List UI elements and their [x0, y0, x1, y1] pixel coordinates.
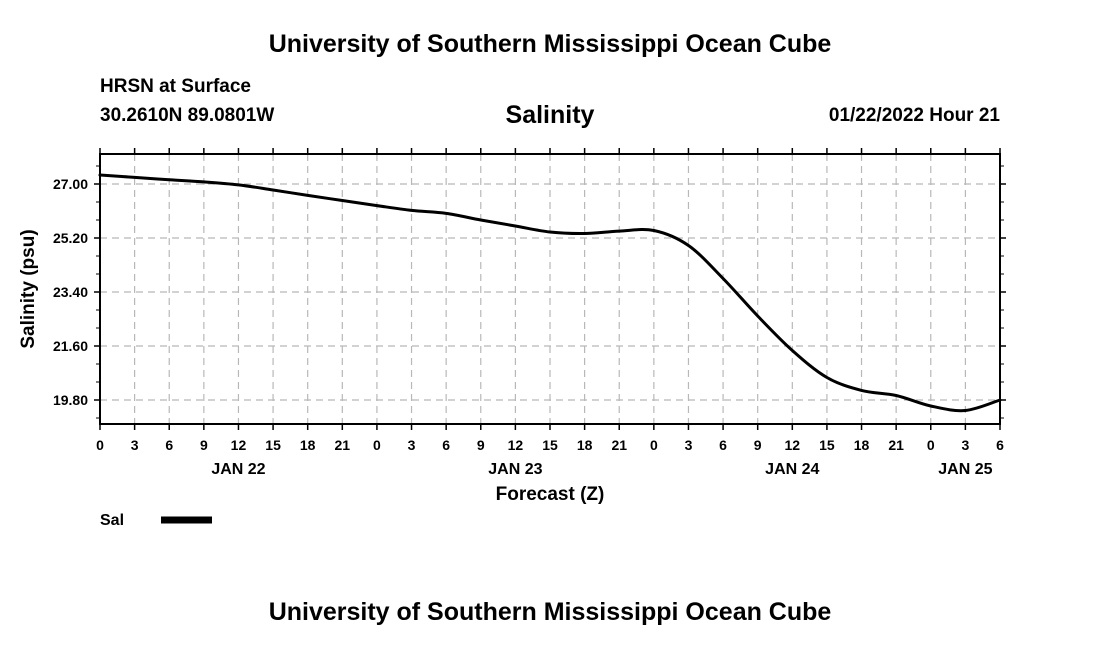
x-tick-label: 3	[408, 437, 416, 453]
x-tick-label: 3	[685, 437, 693, 453]
x-tick-label: 12	[508, 437, 524, 453]
x-tick-label: 12	[231, 437, 247, 453]
x-tick-label: 6	[996, 437, 1004, 453]
x-tick-label: 15	[819, 437, 835, 453]
x-tick-label: 12	[785, 437, 801, 453]
x-axis-label: Forecast (Z)	[496, 484, 605, 505]
footer-title: University of Southern Mississippi Ocean…	[268, 598, 832, 626]
x-tick-label: 18	[577, 437, 593, 453]
grid-layer	[100, 154, 1000, 424]
x-tick-label: 3	[131, 437, 139, 453]
x-day-label: JAN 25	[938, 461, 992, 478]
datetime-label: 01/22/2022 Hour 21	[828, 105, 1000, 126]
x-tick-label: 3	[961, 437, 969, 453]
y-tick-label: 27.00	[53, 176, 88, 192]
y-tick-label: 19.80	[53, 392, 88, 408]
x-tick-label: 6	[442, 437, 450, 453]
y-tick-label: 21.60	[53, 338, 88, 354]
x-tick-label: 9	[754, 437, 762, 453]
y-tick-label: 25.20	[53, 230, 88, 246]
x-day-label: JAN 23	[488, 461, 542, 478]
axis-layer: 0 3 6 9 12 15 18 21 0 3 6 9 12 15 18 21 0 3 6 9 12 15 18 21 0 3 6J…	[53, 148, 1006, 478]
x-tick-label: 21	[611, 437, 627, 453]
x-tick-label: 21	[888, 437, 904, 453]
y-tick-label: 23.40	[53, 284, 88, 300]
x-tick-label: 0	[650, 437, 658, 453]
x-tick-label: 15	[265, 437, 281, 453]
y-axis-label: Salinity (psu)	[18, 229, 39, 348]
x-tick-label: 18	[854, 437, 870, 453]
plot-frame	[99, 153, 1001, 425]
coordinates-label: 30.2610N 89.0801W	[100, 105, 275, 126]
legend-label: Sal	[100, 512, 124, 529]
chart-title: Salinity	[505, 101, 595, 129]
series-layer	[98, 173, 1002, 413]
x-tick-label: 6	[165, 437, 173, 453]
x-day-label: JAN 22	[211, 461, 265, 478]
station-label: HRSN at Surface	[100, 76, 251, 97]
x-tick-label: 6	[719, 437, 727, 453]
x-tick-label: 0	[373, 437, 381, 453]
x-tick-label: 0	[96, 437, 104, 453]
x-tick-label: 0	[927, 437, 935, 453]
x-tick-label: 21	[335, 437, 351, 453]
x-tick-label: 18	[300, 437, 316, 453]
x-tick-label: 9	[477, 437, 485, 453]
series-line-sal	[98, 173, 1002, 413]
x-tick-label: 15	[542, 437, 558, 453]
x-tick-label: 9	[200, 437, 208, 453]
page-title: University of Southern Mississippi Ocean…	[268, 30, 832, 58]
x-day-label: JAN 24	[765, 461, 819, 478]
